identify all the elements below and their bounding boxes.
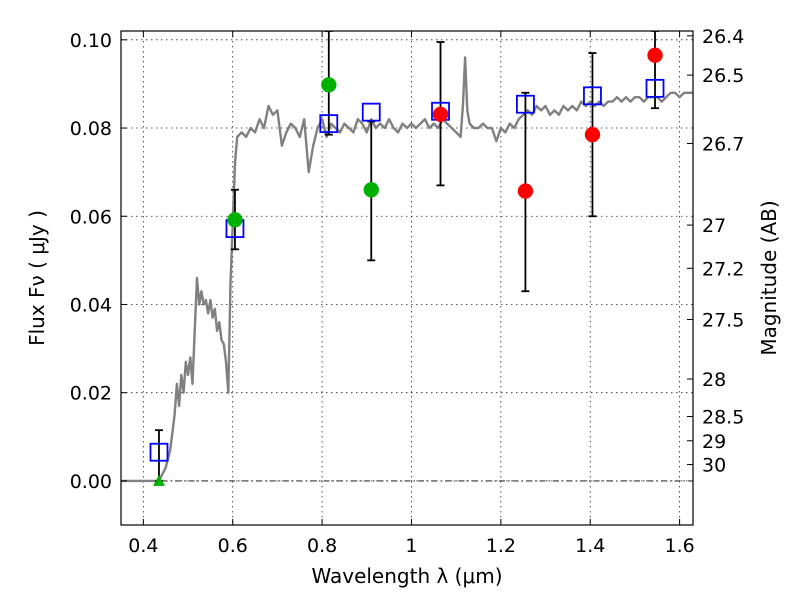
model-photometry-square (583, 86, 602, 106)
y-axis-label: Flux Fν ( μJy ) (25, 210, 49, 346)
y-right-tick-label: 28.5 (702, 406, 744, 428)
error-bar (651, 31, 660, 110)
x-axis-label: Wavelength λ (μm) (311, 564, 502, 588)
x-tick-label: 1.6 (664, 535, 694, 557)
y-right-tick-label: 26.4 (702, 26, 744, 48)
x-tick-label: 1.2 (486, 535, 516, 557)
y-right-tick-label: 27.5 (702, 309, 744, 331)
y-right-tick-label: 30 (702, 455, 726, 477)
x-tick-label: 0.4 (128, 535, 158, 557)
y-right-tick-label: 26.7 (702, 133, 744, 155)
y-tick-label: 0.10 (70, 30, 112, 52)
y-tick-label: 0.00 (70, 471, 112, 493)
upper-limit-triangle (152, 474, 165, 486)
measured-flux-point (363, 182, 379, 198)
y-tick-label: 0.08 (70, 118, 112, 140)
model-photometry-square (361, 102, 381, 122)
plot-frame (120, 30, 694, 526)
model-photometry-square (645, 78, 665, 98)
y-tick-label: 0.06 (70, 206, 112, 228)
x-tick-label: 1.4 (575, 535, 605, 557)
y-right-tick-label: 27 (702, 215, 726, 237)
measured-flux-point (517, 183, 534, 199)
measured-flux-point (227, 212, 243, 228)
y-tick-label: 0.04 (70, 294, 112, 316)
x-tick-label: 1 (405, 535, 417, 557)
measured-flux-point (584, 126, 601, 143)
x-tick-label: 0.6 (218, 535, 248, 557)
y-axis-right-label: Magnitude (AB) (757, 200, 781, 355)
y-right-tick-label: 29 (702, 431, 726, 453)
measured-flux-point (647, 47, 663, 64)
plot-background (121, 31, 693, 525)
marker-layer (149, 47, 665, 486)
model-photometry-square (319, 114, 339, 134)
y-right-tick-label: 26.5 (702, 65, 744, 87)
measured-flux-point (432, 106, 449, 123)
tick-labels: 0.4 0.6 0.8 1 1.2 1.4 1.6 0.00 0.02 0.04 0.06 0.08 0… (70, 26, 745, 557)
x-tick-label: 0.8 (307, 535, 337, 557)
ticks (121, 31, 693, 525)
model-photometry-square (516, 94, 535, 114)
model-photometry-square (149, 442, 169, 462)
measured-flux-point (321, 77, 337, 93)
y-right-tick-label: 27.2 (702, 258, 744, 280)
y-right-tick-label: 28 (702, 369, 726, 391)
y-tick-label: 0.02 (70, 383, 112, 405)
